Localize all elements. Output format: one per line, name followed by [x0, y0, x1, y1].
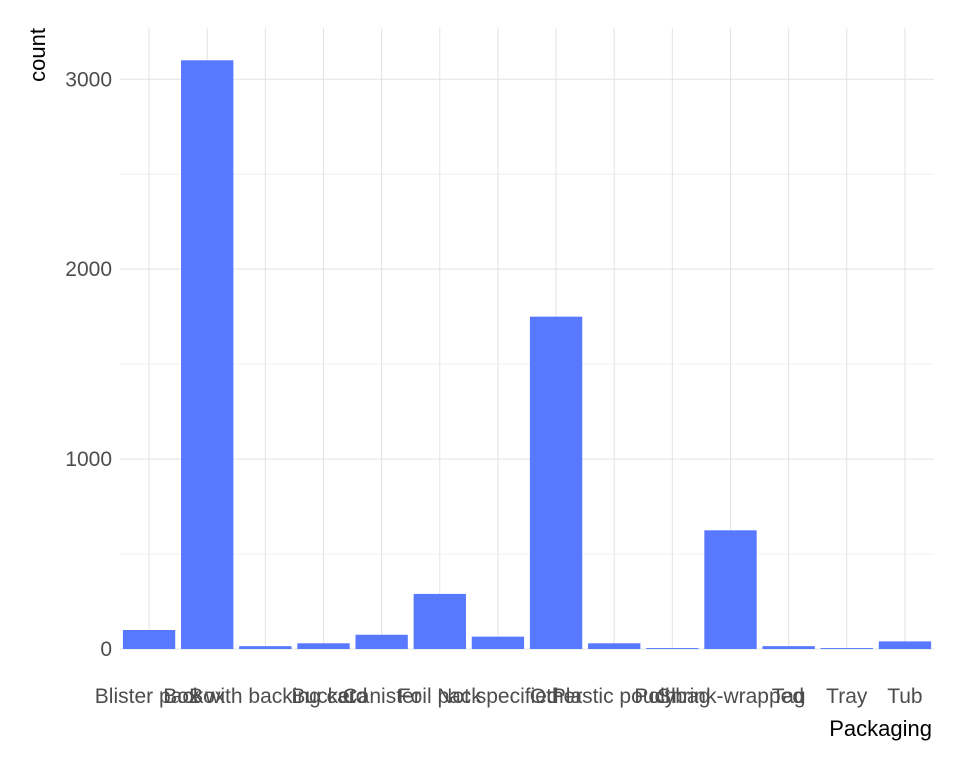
bar — [704, 530, 757, 649]
bar — [122, 630, 176, 649]
x-tick-label: Not specified — [437, 685, 558, 708]
x-tick-label: Bucket — [291, 685, 355, 708]
x-tick-label: Box — [189, 685, 226, 708]
x-tick-label: Other — [530, 685, 583, 708]
y-axis-ticks: 0 1000 2000 3000 — [65, 68, 112, 661]
x-tick-label: Polybag — [634, 685, 710, 708]
bar — [588, 643, 641, 649]
bar — [762, 646, 815, 649]
x-tick-label: Plastic pouch — [552, 685, 677, 708]
x-tick-label: Shrink-wrapped — [657, 685, 804, 708]
bar — [529, 316, 583, 649]
bar — [646, 648, 699, 649]
bar — [413, 593, 466, 649]
bar — [181, 60, 234, 649]
bar — [355, 634, 408, 649]
y-tick-label: 3000 — [65, 68, 112, 91]
bar — [820, 648, 873, 649]
y-tick-label: 2000 — [65, 258, 112, 281]
y-tick-label: 0 — [100, 638, 112, 661]
bar — [239, 646, 292, 649]
x-tick-label: Canister — [343, 685, 421, 708]
bar — [471, 636, 525, 649]
bar — [297, 643, 350, 649]
y-axis-title: count — [25, 28, 50, 82]
x-axis-title: Packaging — [829, 716, 932, 741]
bars — [122, 60, 932, 649]
y-tick-label: 1000 — [65, 448, 112, 471]
x-tick-label: Tag — [772, 685, 806, 708]
grid — [120, 28, 934, 650]
x-tick-label: Box with backing card — [163, 685, 367, 708]
x-tick-label: Foil pack — [398, 685, 483, 708]
bar — [878, 641, 932, 649]
x-tick-label: Tray — [826, 685, 868, 708]
x-tick-label: Tub — [887, 685, 922, 708]
x-tick-label: Blister pack — [95, 685, 204, 708]
